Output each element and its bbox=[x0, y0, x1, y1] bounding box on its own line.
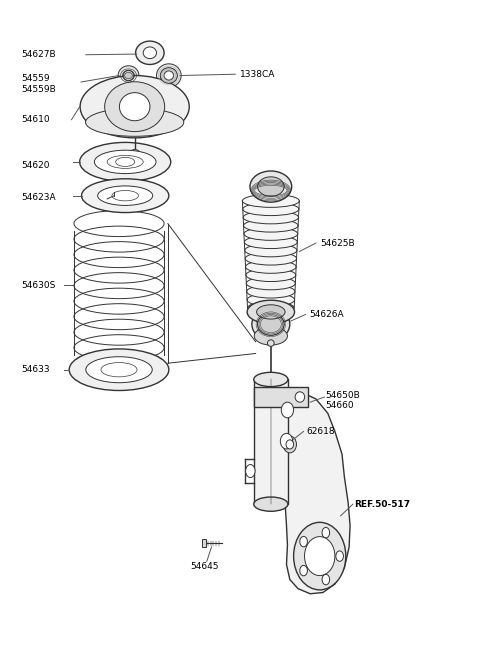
Text: REF.50-517: REF.50-517 bbox=[354, 500, 410, 509]
Ellipse shape bbox=[283, 436, 297, 453]
Ellipse shape bbox=[250, 171, 292, 202]
Text: 62618: 62618 bbox=[306, 427, 335, 436]
Ellipse shape bbox=[286, 440, 294, 449]
Ellipse shape bbox=[246, 277, 295, 290]
Ellipse shape bbox=[244, 236, 297, 248]
Ellipse shape bbox=[267, 340, 274, 346]
Ellipse shape bbox=[247, 300, 295, 324]
Ellipse shape bbox=[82, 179, 169, 213]
Polygon shape bbox=[254, 379, 288, 504]
Text: 54645: 54645 bbox=[190, 562, 219, 571]
Text: 54650B
54660: 54650B 54660 bbox=[325, 390, 360, 410]
Ellipse shape bbox=[258, 313, 284, 335]
Text: 54559
54559B: 54559 54559B bbox=[22, 74, 57, 94]
Ellipse shape bbox=[245, 244, 297, 257]
Ellipse shape bbox=[258, 177, 284, 196]
Ellipse shape bbox=[245, 252, 297, 265]
Polygon shape bbox=[202, 539, 206, 547]
Ellipse shape bbox=[243, 211, 299, 224]
Ellipse shape bbox=[246, 269, 296, 282]
Ellipse shape bbox=[97, 186, 153, 206]
Ellipse shape bbox=[254, 327, 288, 345]
Ellipse shape bbox=[105, 82, 165, 132]
Text: 54626A: 54626A bbox=[309, 310, 343, 319]
Ellipse shape bbox=[246, 260, 296, 273]
Ellipse shape bbox=[143, 47, 156, 59]
Ellipse shape bbox=[95, 150, 156, 174]
Ellipse shape bbox=[156, 64, 181, 87]
Ellipse shape bbox=[322, 574, 330, 585]
Ellipse shape bbox=[280, 434, 293, 449]
Ellipse shape bbox=[247, 293, 295, 307]
Text: 54625B: 54625B bbox=[321, 238, 355, 248]
Ellipse shape bbox=[252, 308, 290, 341]
Text: 54633: 54633 bbox=[22, 365, 50, 374]
Ellipse shape bbox=[243, 202, 299, 215]
Ellipse shape bbox=[129, 149, 140, 159]
Ellipse shape bbox=[304, 536, 335, 576]
Ellipse shape bbox=[322, 527, 330, 538]
Text: 54630S: 54630S bbox=[22, 281, 56, 290]
Text: 54627B: 54627B bbox=[22, 50, 56, 59]
Polygon shape bbox=[283, 387, 350, 594]
Ellipse shape bbox=[257, 305, 285, 319]
Ellipse shape bbox=[246, 464, 255, 477]
Ellipse shape bbox=[248, 301, 294, 314]
Text: 54620: 54620 bbox=[22, 160, 50, 170]
Ellipse shape bbox=[123, 70, 134, 81]
Ellipse shape bbox=[120, 92, 150, 121]
Polygon shape bbox=[254, 387, 309, 407]
Ellipse shape bbox=[136, 41, 164, 64]
Ellipse shape bbox=[80, 142, 171, 181]
Text: 54623A: 54623A bbox=[22, 193, 56, 202]
Ellipse shape bbox=[281, 402, 294, 418]
Ellipse shape bbox=[86, 357, 152, 383]
Text: 1338CA: 1338CA bbox=[240, 69, 276, 79]
Ellipse shape bbox=[295, 392, 305, 402]
Ellipse shape bbox=[253, 303, 289, 322]
Ellipse shape bbox=[336, 551, 343, 561]
Ellipse shape bbox=[242, 195, 300, 208]
Text: 54610: 54610 bbox=[22, 115, 50, 124]
Ellipse shape bbox=[244, 227, 298, 240]
Ellipse shape bbox=[300, 565, 307, 576]
Ellipse shape bbox=[80, 75, 189, 138]
Ellipse shape bbox=[85, 108, 184, 136]
Ellipse shape bbox=[118, 66, 139, 85]
Ellipse shape bbox=[300, 536, 307, 547]
Ellipse shape bbox=[254, 372, 288, 386]
Ellipse shape bbox=[247, 285, 295, 298]
Ellipse shape bbox=[243, 219, 298, 232]
Ellipse shape bbox=[254, 497, 288, 512]
Ellipse shape bbox=[294, 522, 346, 590]
Ellipse shape bbox=[164, 71, 174, 80]
Ellipse shape bbox=[69, 349, 169, 390]
Ellipse shape bbox=[160, 67, 178, 83]
